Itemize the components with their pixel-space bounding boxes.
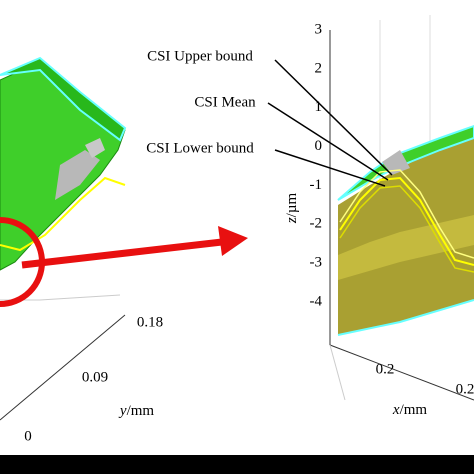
axis-unit: /mm — [127, 403, 155, 419]
axis-symbol: y — [118, 403, 127, 419]
z-ticks: 3 2 1 0 -1 -2 -3 -4 — [310, 21, 323, 309]
z-tick-label: 1 — [315, 99, 323, 115]
y-axis-label: y/mm — [118, 403, 155, 419]
annotation: CSI Upper bound — [147, 48, 253, 64]
left-surface — [0, 56, 127, 421]
x-tick-label: 0.2 — [376, 361, 395, 377]
z-tick-label: -1 — [310, 177, 323, 193]
y-tick-label: 0.18 — [137, 314, 163, 330]
axis-unit: /mm — [400, 402, 428, 418]
annotation: CSI Mean — [194, 94, 256, 110]
y-tick-label: 0 — [24, 428, 32, 444]
arrow — [21, 226, 248, 269]
z-tick-label: 3 — [315, 21, 323, 37]
y-tick-label: 0.09 — [82, 369, 108, 385]
x-axis-label: x/mm — [392, 402, 428, 418]
z-tick-label: -3 — [310, 255, 323, 271]
right-surface — [337, 124, 474, 336]
leader-lines — [267, 59, 393, 187]
axis-unit: /µm — [284, 193, 300, 218]
z-tick-label: 2 — [315, 60, 323, 76]
z-axis-label: z/µm — [284, 193, 300, 225]
z-tick-label: -4 — [310, 293, 323, 309]
axis-symbol: z — [284, 217, 300, 224]
x-tick-label: 0.2 — [456, 381, 474, 397]
axis-symbol: x — [392, 402, 400, 418]
annotation: CSI Lower bound — [146, 140, 254, 156]
z-tick-label: -2 — [310, 216, 323, 232]
z-tick-label: 0 — [315, 138, 323, 154]
bottom-bar — [0, 455, 474, 474]
